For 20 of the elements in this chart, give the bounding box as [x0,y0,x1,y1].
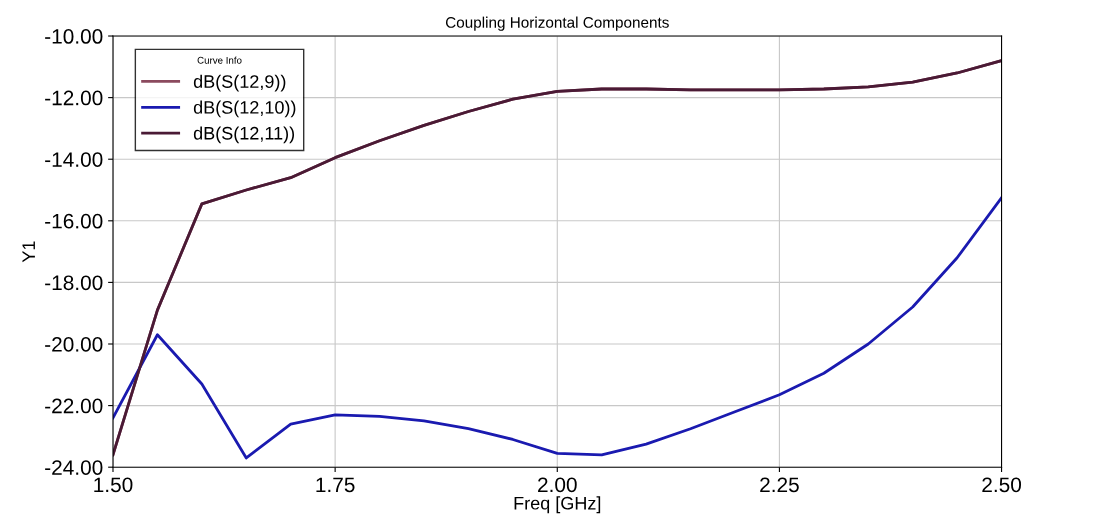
chart-title: Coupling Horizontal Components [445,16,669,31]
y-tick-label: -18.00 [45,275,103,291]
x-tick-label: 1.75 [316,477,355,493]
y-tick-label: -12.00 [45,90,103,106]
y-tick-label: -22.00 [45,398,103,414]
y-tick-label: -10.00 [45,29,103,44]
y-axis-title: Y1 [22,241,35,263]
y-tick-label: -16.00 [45,213,103,229]
x-axis-title: Freq [GHz] [514,496,601,514]
x-tick-label: 2.25 [760,477,799,493]
y-tick-label: -24.00 [45,460,103,475]
legend-title: Curve Info [197,56,242,64]
x-tick-label: 2.00 [538,477,577,493]
legend-label: dB(S(12,9)) [193,74,286,92]
y-tick-label: -14.00 [45,152,103,167]
y-tick-label: -20.00 [45,337,103,352]
x-tick-label: 1.50 [94,477,133,493]
legend-label: dB(S(12,10)) [193,100,296,118]
legend-label: dB(S(12,11)) [193,126,295,144]
x-tick-label: 2.50 [982,477,1022,493]
